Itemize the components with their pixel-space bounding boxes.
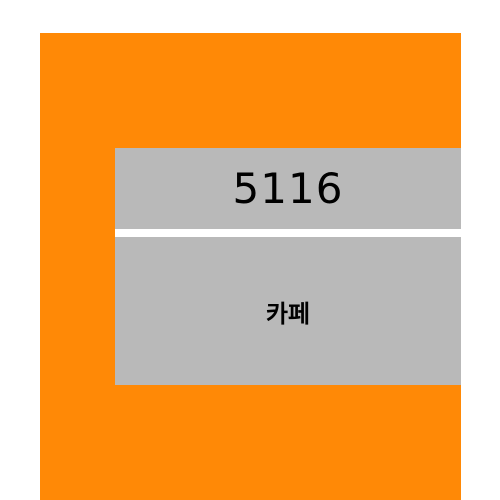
sign-number: 5116 <box>232 164 344 213</box>
sign-label: 카페 <box>265 299 311 328</box>
divider-line <box>115 229 461 237</box>
label-block: 카페 <box>115 237 461 385</box>
number-block: 5116 <box>115 148 461 229</box>
